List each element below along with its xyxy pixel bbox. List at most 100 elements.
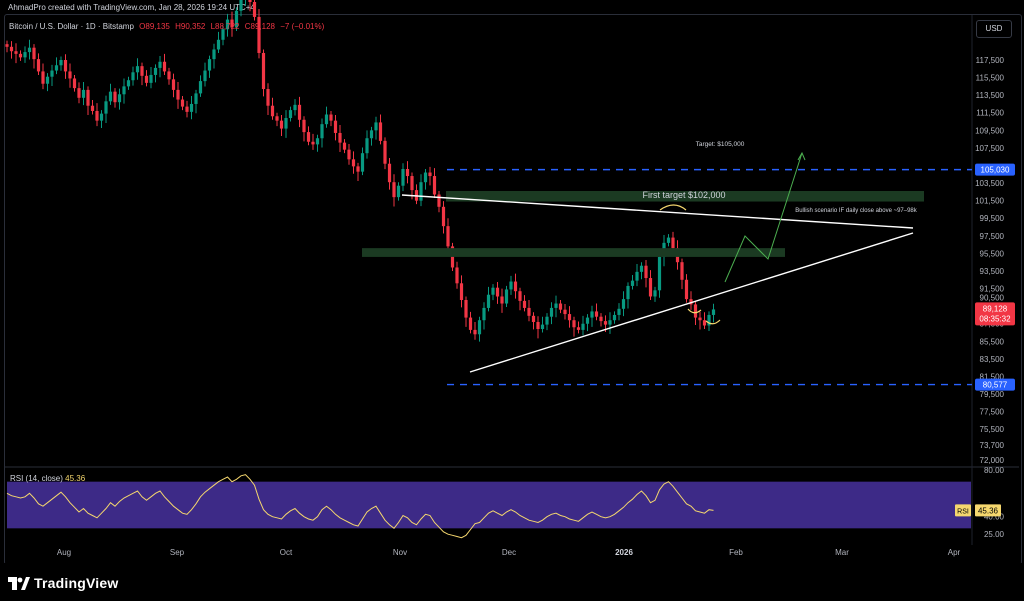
candle-body bbox=[239, 0, 243, 11]
candle-body bbox=[185, 106, 189, 112]
candle-body bbox=[504, 289, 509, 304]
candle-body bbox=[437, 194, 441, 207]
currency-button[interactable]: USD bbox=[976, 20, 1012, 38]
target-annotation: Target: $105,000 bbox=[696, 141, 745, 148]
candle-body bbox=[203, 70, 207, 82]
projection-arrow-icon bbox=[797, 151, 806, 161]
candle-body bbox=[149, 74, 153, 83]
candle-body bbox=[50, 70, 54, 77]
swing-high-arc bbox=[659, 204, 687, 211]
swing-low-arc bbox=[705, 319, 721, 325]
time-axis-tick: Feb bbox=[729, 548, 743, 557]
candle-body bbox=[495, 287, 500, 297]
rsi-badge bbox=[955, 504, 971, 517]
candle-body bbox=[684, 279, 689, 300]
price-axis-tick: 77,500 bbox=[980, 408, 1005, 417]
candle-body bbox=[5, 44, 9, 47]
candle-body bbox=[666, 237, 671, 243]
candle-body bbox=[423, 172, 428, 183]
rsi-axis-tick: 40.00 bbox=[984, 513, 1005, 522]
candle-body bbox=[257, 16, 261, 53]
price-level-label: 105,030 bbox=[981, 166, 1010, 175]
rsi-current-value: 45.36 bbox=[65, 474, 86, 483]
candle-body bbox=[585, 317, 590, 324]
candle-body bbox=[68, 71, 72, 79]
price-axis-tick: 72,000 bbox=[980, 456, 1005, 465]
candle-body bbox=[576, 327, 581, 330]
candle-body bbox=[365, 138, 369, 154]
price-chart[interactable]: First target $102,000 Target: $105,000 Bul… bbox=[0, 0, 1024, 563]
candle-body bbox=[518, 291, 522, 301]
candle-body bbox=[459, 283, 464, 300]
candle-body bbox=[9, 46, 14, 52]
rsi-line bbox=[6, 474, 714, 539]
candle-body bbox=[351, 159, 356, 167]
candle-body bbox=[482, 307, 486, 321]
candle-body bbox=[279, 120, 284, 129]
candle-body bbox=[212, 49, 216, 60]
candle-body bbox=[513, 281, 518, 292]
candle-body bbox=[284, 118, 288, 129]
candle-body bbox=[248, 0, 252, 2]
candle-body bbox=[477, 320, 482, 335]
candle-body bbox=[599, 316, 603, 322]
tradingview-logo-icon bbox=[8, 576, 30, 590]
time-axis-tick: 2026 bbox=[615, 548, 633, 557]
chart-frame[interactable] bbox=[4, 14, 1022, 565]
scenario-annotation: Bullish scenario IF daily close above ~9… bbox=[795, 208, 918, 214]
candle-body bbox=[297, 104, 302, 120]
candle-body bbox=[545, 316, 549, 325]
candle-body bbox=[306, 132, 311, 142]
price-axis-tick: 85,500 bbox=[980, 337, 1005, 346]
chart-credit: AhmadPro created with TradingView.com, J… bbox=[8, 3, 255, 12]
price-level-badge bbox=[975, 378, 1015, 391]
candle-body bbox=[432, 176, 437, 195]
candle-body bbox=[252, 1, 257, 17]
ohlc-open: O89,135 bbox=[139, 22, 170, 31]
price-axis-tick: 73,700 bbox=[980, 441, 1005, 450]
rsi-value-label: 45.36 bbox=[978, 506, 999, 515]
candle-body bbox=[356, 166, 360, 172]
candle-body bbox=[554, 303, 558, 308]
price-axis-tick: 81,500 bbox=[980, 372, 1005, 381]
candle-body bbox=[234, 10, 239, 28]
symbol-legend[interactable]: Bitcoin / U.S. Dollar · 1D · Bitstamp O8… bbox=[9, 22, 327, 31]
price-axis-tick: 101,500 bbox=[975, 197, 1004, 206]
price-axis-tick: 93,500 bbox=[980, 267, 1005, 276]
candle-body bbox=[275, 116, 279, 121]
candle-body bbox=[77, 88, 81, 98]
candle-body bbox=[581, 323, 585, 330]
ohlc-change: −7 (−0.01%) bbox=[280, 22, 325, 31]
candle-body bbox=[383, 140, 387, 164]
rsi-value-badge bbox=[975, 504, 1001, 517]
tradingview-logo[interactable]: TradingView bbox=[8, 575, 118, 591]
candle-body bbox=[320, 124, 324, 139]
candle-body bbox=[374, 122, 378, 131]
candle-body bbox=[378, 122, 383, 141]
candle-body bbox=[221, 29, 225, 40]
candle-body bbox=[608, 320, 612, 325]
candle-body bbox=[131, 72, 135, 81]
candle-body bbox=[648, 278, 653, 297]
candle-body bbox=[572, 320, 576, 328]
candle-body bbox=[117, 94, 122, 103]
candle-body bbox=[464, 300, 468, 318]
candle-body bbox=[617, 308, 621, 315]
target-zone bbox=[446, 190, 924, 202]
candle-body bbox=[126, 80, 131, 87]
candle-body bbox=[81, 89, 86, 98]
candle-body bbox=[23, 52, 27, 58]
price-axis-tick: 117,500 bbox=[976, 56, 1005, 65]
candle-body bbox=[446, 226, 450, 247]
last-price-badge bbox=[975, 302, 1015, 326]
price-axis-tick: 83,500 bbox=[980, 355, 1005, 364]
candle-body bbox=[387, 163, 392, 183]
candle-body bbox=[522, 300, 527, 308]
candle-body bbox=[270, 105, 275, 117]
candle-body bbox=[135, 66, 140, 73]
candle-body bbox=[653, 290, 657, 297]
candle-body bbox=[419, 182, 423, 201]
candle-body bbox=[626, 285, 630, 300]
time-axis-tick: Aug bbox=[57, 548, 71, 557]
candle-body bbox=[689, 299, 693, 305]
